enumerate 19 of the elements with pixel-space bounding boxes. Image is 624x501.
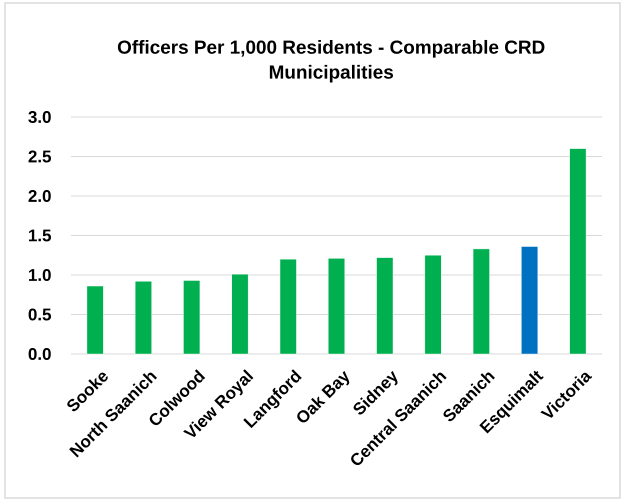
bar: [232, 274, 248, 354]
bar: [183, 280, 200, 354]
bar: [424, 255, 442, 354]
y-tick-label: 3.0: [28, 110, 51, 124]
y-tick-label: 0.5: [28, 308, 52, 320]
bar: [521, 246, 538, 354]
bar: [86, 286, 104, 354]
bar: [472, 248, 490, 354]
y-tick-label: 2.0: [28, 190, 51, 202]
y-tick-label: 1.0: [29, 269, 51, 281]
bar: [280, 259, 297, 354]
chart-title: Officers Per 1,000 Residents - Comparable CRD Municipalities: [118, 40, 544, 82]
y-tick-label: 1.5: [29, 230, 52, 242]
bar: [135, 281, 152, 354]
y-tick-label: 2.5: [28, 150, 52, 162]
bar: [328, 258, 345, 354]
bar: [376, 257, 394, 354]
y-tick-label: 0.0: [28, 348, 51, 360]
bar: [569, 148, 586, 354]
